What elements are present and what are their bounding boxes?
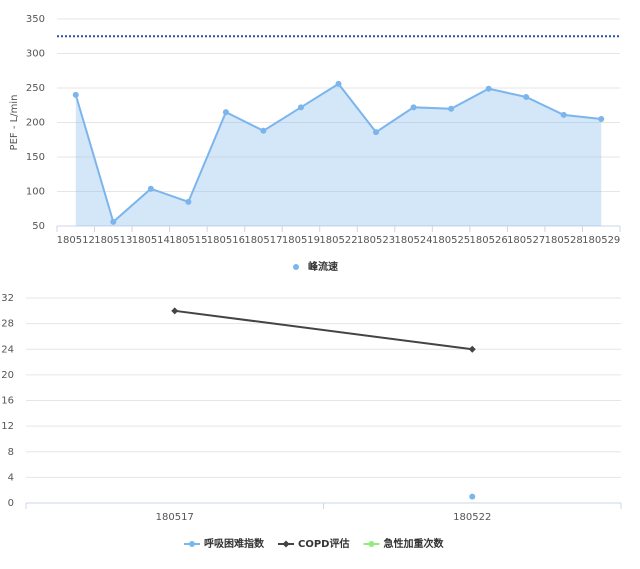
y-tick-label: 28: [1, 319, 14, 330]
marker: [468, 345, 476, 353]
x-tick-label: 180528: [545, 235, 583, 246]
y-tick-label: 50: [32, 221, 45, 232]
marker: [110, 218, 117, 225]
y-tick-label: 350: [26, 14, 45, 25]
marker: [171, 307, 179, 315]
x-tick-label: 180525: [432, 235, 470, 246]
x-tick-label: 180517: [244, 235, 282, 246]
y-tick-label: 8: [8, 447, 14, 458]
x-tick-label: 180527: [507, 235, 545, 246]
x-tick-label: 180513: [94, 235, 132, 246]
area-fill: [75, 83, 602, 226]
x-tick-label: 180524: [394, 235, 432, 246]
marker: [368, 541, 375, 547]
y-tick-label: 200: [26, 118, 45, 129]
marker: [523, 93, 530, 100]
marker: [335, 80, 342, 87]
y-tick-label: 20: [1, 370, 14, 381]
x-tick-label: 180522: [453, 512, 491, 523]
y-axis-label: PEF - L/min: [9, 95, 20, 151]
y-tick-label: 300: [26, 49, 45, 60]
x-tick-label: 180515: [169, 235, 207, 246]
y-tick-label: 100: [26, 187, 45, 198]
series-line: [174, 309, 473, 351]
marker: [373, 129, 380, 136]
y-tick-label: 32: [1, 293, 14, 304]
x-tick-label: 180517: [156, 512, 194, 523]
y-tick-label: 150: [26, 152, 45, 163]
legend-label: 呼吸困难指数: [204, 537, 265, 550]
marker: [560, 111, 567, 118]
marker: [147, 185, 154, 192]
x-tick-label: 180526: [470, 235, 508, 246]
legend-label: 急性加重次数: [383, 537, 444, 550]
marker: [222, 109, 229, 116]
x-tick-label: 180512: [57, 235, 95, 246]
marker: [282, 540, 290, 548]
marker: [72, 91, 79, 98]
marker: [410, 104, 417, 111]
marker: [469, 493, 476, 500]
marker: [185, 198, 192, 205]
x-tick-label: 180516: [207, 235, 245, 246]
y-tick-label: 4: [8, 472, 14, 483]
marker: [485, 85, 492, 92]
legend-label: COPD评估: [298, 537, 349, 550]
y-tick-label: 16: [1, 396, 14, 407]
marker: [189, 541, 195, 547]
x-tick-label: 180519: [282, 235, 320, 246]
y-tick-label: 250: [26, 83, 45, 94]
y-tick-label: 12: [1, 421, 14, 432]
y-tick-label: 24: [1, 344, 14, 355]
legend-label: 峰流速: [308, 260, 338, 273]
x-tick-label: 180514: [132, 235, 170, 246]
y-tick-label: 0: [8, 498, 14, 509]
marker: [260, 127, 267, 134]
marker: [448, 105, 455, 112]
x-tick-label: 180522: [319, 235, 357, 246]
marker: [293, 264, 299, 270]
marker: [297, 104, 304, 111]
x-tick-label: 180529: [582, 235, 620, 246]
marker: [598, 116, 605, 123]
x-tick-label: 180523: [357, 235, 395, 246]
